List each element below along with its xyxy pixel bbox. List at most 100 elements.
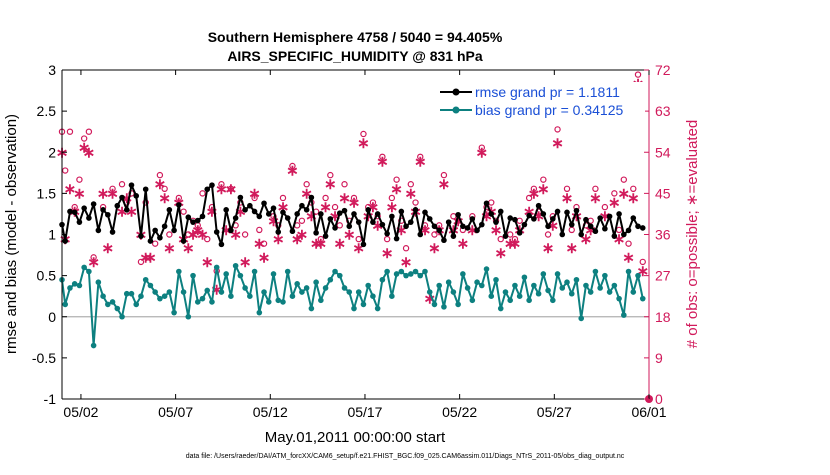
obs-evaluated-point: ∗ (381, 245, 394, 262)
obs-evaluated-point: ∗ (608, 195, 621, 212)
rmse-series-point (237, 194, 244, 201)
bias-series-point (426, 289, 433, 295)
obs-evaluated-point: ∗ (523, 204, 536, 221)
obs-possible-point (90, 254, 97, 261)
rmse-series-point (374, 211, 381, 217)
bias-series-point (545, 287, 551, 294)
obs-possible-point (298, 217, 306, 224)
rmse-series-point (185, 214, 192, 221)
obs-possible-point (161, 185, 168, 193)
rmse-series-point (564, 209, 570, 216)
rmse-series-point (242, 207, 248, 213)
bias-series-line (61, 264, 644, 347)
rmse-series-point (194, 217, 201, 224)
obs-possible-point (137, 258, 145, 266)
bias-series-point (625, 268, 632, 275)
bias-series-point (176, 268, 182, 275)
obs-possible-point (554, 126, 561, 133)
y-axis-label-left: rmse and bias (model - observation) (3, 114, 20, 354)
rmse-series-point (426, 216, 433, 222)
bias-series-point (152, 289, 158, 295)
obs-evaluated-point: ∗ (386, 199, 399, 216)
obs-possible-point (62, 167, 69, 174)
bias-series-point (247, 293, 253, 299)
rmse-series-point (142, 186, 149, 193)
obs-possible-point (630, 185, 637, 193)
y-left-tick-label: -0.5 (32, 350, 56, 366)
rmse-series-point (616, 211, 622, 217)
obs-possible-point (327, 171, 334, 179)
data-file-footer: data file: /Users/raeder/DAI/ATM_forcXX/… (186, 453, 625, 460)
y-left-tick-label: 2 (48, 144, 56, 160)
rmse-series-point (76, 219, 83, 225)
legend-bias-label: bias grand pr = 0.34125 (475, 102, 623, 118)
bias-series-point (403, 272, 409, 279)
rmse-series-point (554, 208, 561, 215)
obs-evaluated-point: ∗ (428, 240, 441, 257)
rmse-series-point (573, 207, 580, 214)
rmse-series-point (431, 223, 438, 230)
rmse-series-point (62, 238, 69, 244)
bias-series-point (67, 285, 73, 291)
bias-series-point (379, 276, 386, 283)
bias-series-point (351, 305, 357, 312)
rmse-series-point (526, 212, 532, 219)
rmse-series-point (445, 219, 452, 225)
bias-series-point (308, 305, 315, 312)
bias-series-point (611, 282, 618, 289)
obs-possible-point (407, 181, 414, 188)
bias-series-point (180, 289, 187, 295)
rmse-series-point (474, 227, 480, 234)
bias-series-point (455, 301, 461, 308)
bias-series-point (488, 293, 495, 299)
bias-series-point (474, 279, 480, 286)
obs-evaluated-point: ∗ (253, 236, 266, 253)
y-left-tick-label: 0 (48, 309, 56, 325)
obs-evaluated-point: ∗ (225, 181, 238, 198)
obs-evaluated-point: ∗ (542, 240, 555, 257)
obs-possible-point (118, 181, 126, 188)
bias-series-point (360, 301, 367, 308)
obs-evaluated-point: ∗ (528, 185, 541, 202)
bias-series-point (450, 289, 457, 295)
rmse-series-point (109, 229, 116, 235)
rmse-series-point (587, 223, 594, 230)
bias-series-point (76, 282, 83, 289)
obs-evaluated-point: ∗ (206, 204, 219, 221)
bias-series-point (232, 262, 239, 269)
rmse-series-point (157, 234, 163, 241)
rmse-series-point (90, 201, 97, 207)
obs-possible-point (369, 199, 377, 206)
chart-title-line1: Southern Hemisphere 4758 / 5040 = 94.405… (208, 29, 503, 45)
rmse-series-point (483, 200, 490, 207)
rmse-series-point (507, 215, 514, 221)
bias-series-point (573, 276, 580, 283)
y-right-tick-label: 63 (655, 103, 671, 119)
obs-possible-point (350, 194, 358, 202)
rmse-series-point (436, 227, 442, 234)
x-tick-label: 05/12 (253, 404, 288, 420)
obs-evaluated-point: ∗ (144, 249, 157, 266)
bias-series-point (587, 289, 594, 295)
rmse-series-point (67, 208, 73, 215)
bias-series-point (71, 281, 78, 287)
obs-possible-point (634, 71, 642, 78)
bias-series-point (445, 279, 452, 286)
x-tick-label: 05/27 (537, 404, 572, 420)
legend-box (437, 82, 645, 118)
bias-series-point (128, 290, 135, 297)
rmse-series-point (133, 193, 140, 199)
rmse-series-point (223, 207, 229, 213)
rmse-series-point (265, 211, 272, 217)
obs-evaluated-point: ∗ (187, 227, 200, 244)
bias-series-point (398, 268, 405, 275)
bias-series-point (251, 268, 258, 275)
obs-possible-point (256, 226, 263, 234)
rmse-series-point (398, 208, 405, 215)
obs-evaluated-point: ∗ (627, 190, 640, 207)
obs-evaluated-point: ∗ (348, 195, 361, 212)
obs-evaluated-point: ∗ (272, 231, 285, 248)
rmse-series-point (261, 200, 267, 207)
obs-possible-point (625, 240, 632, 247)
